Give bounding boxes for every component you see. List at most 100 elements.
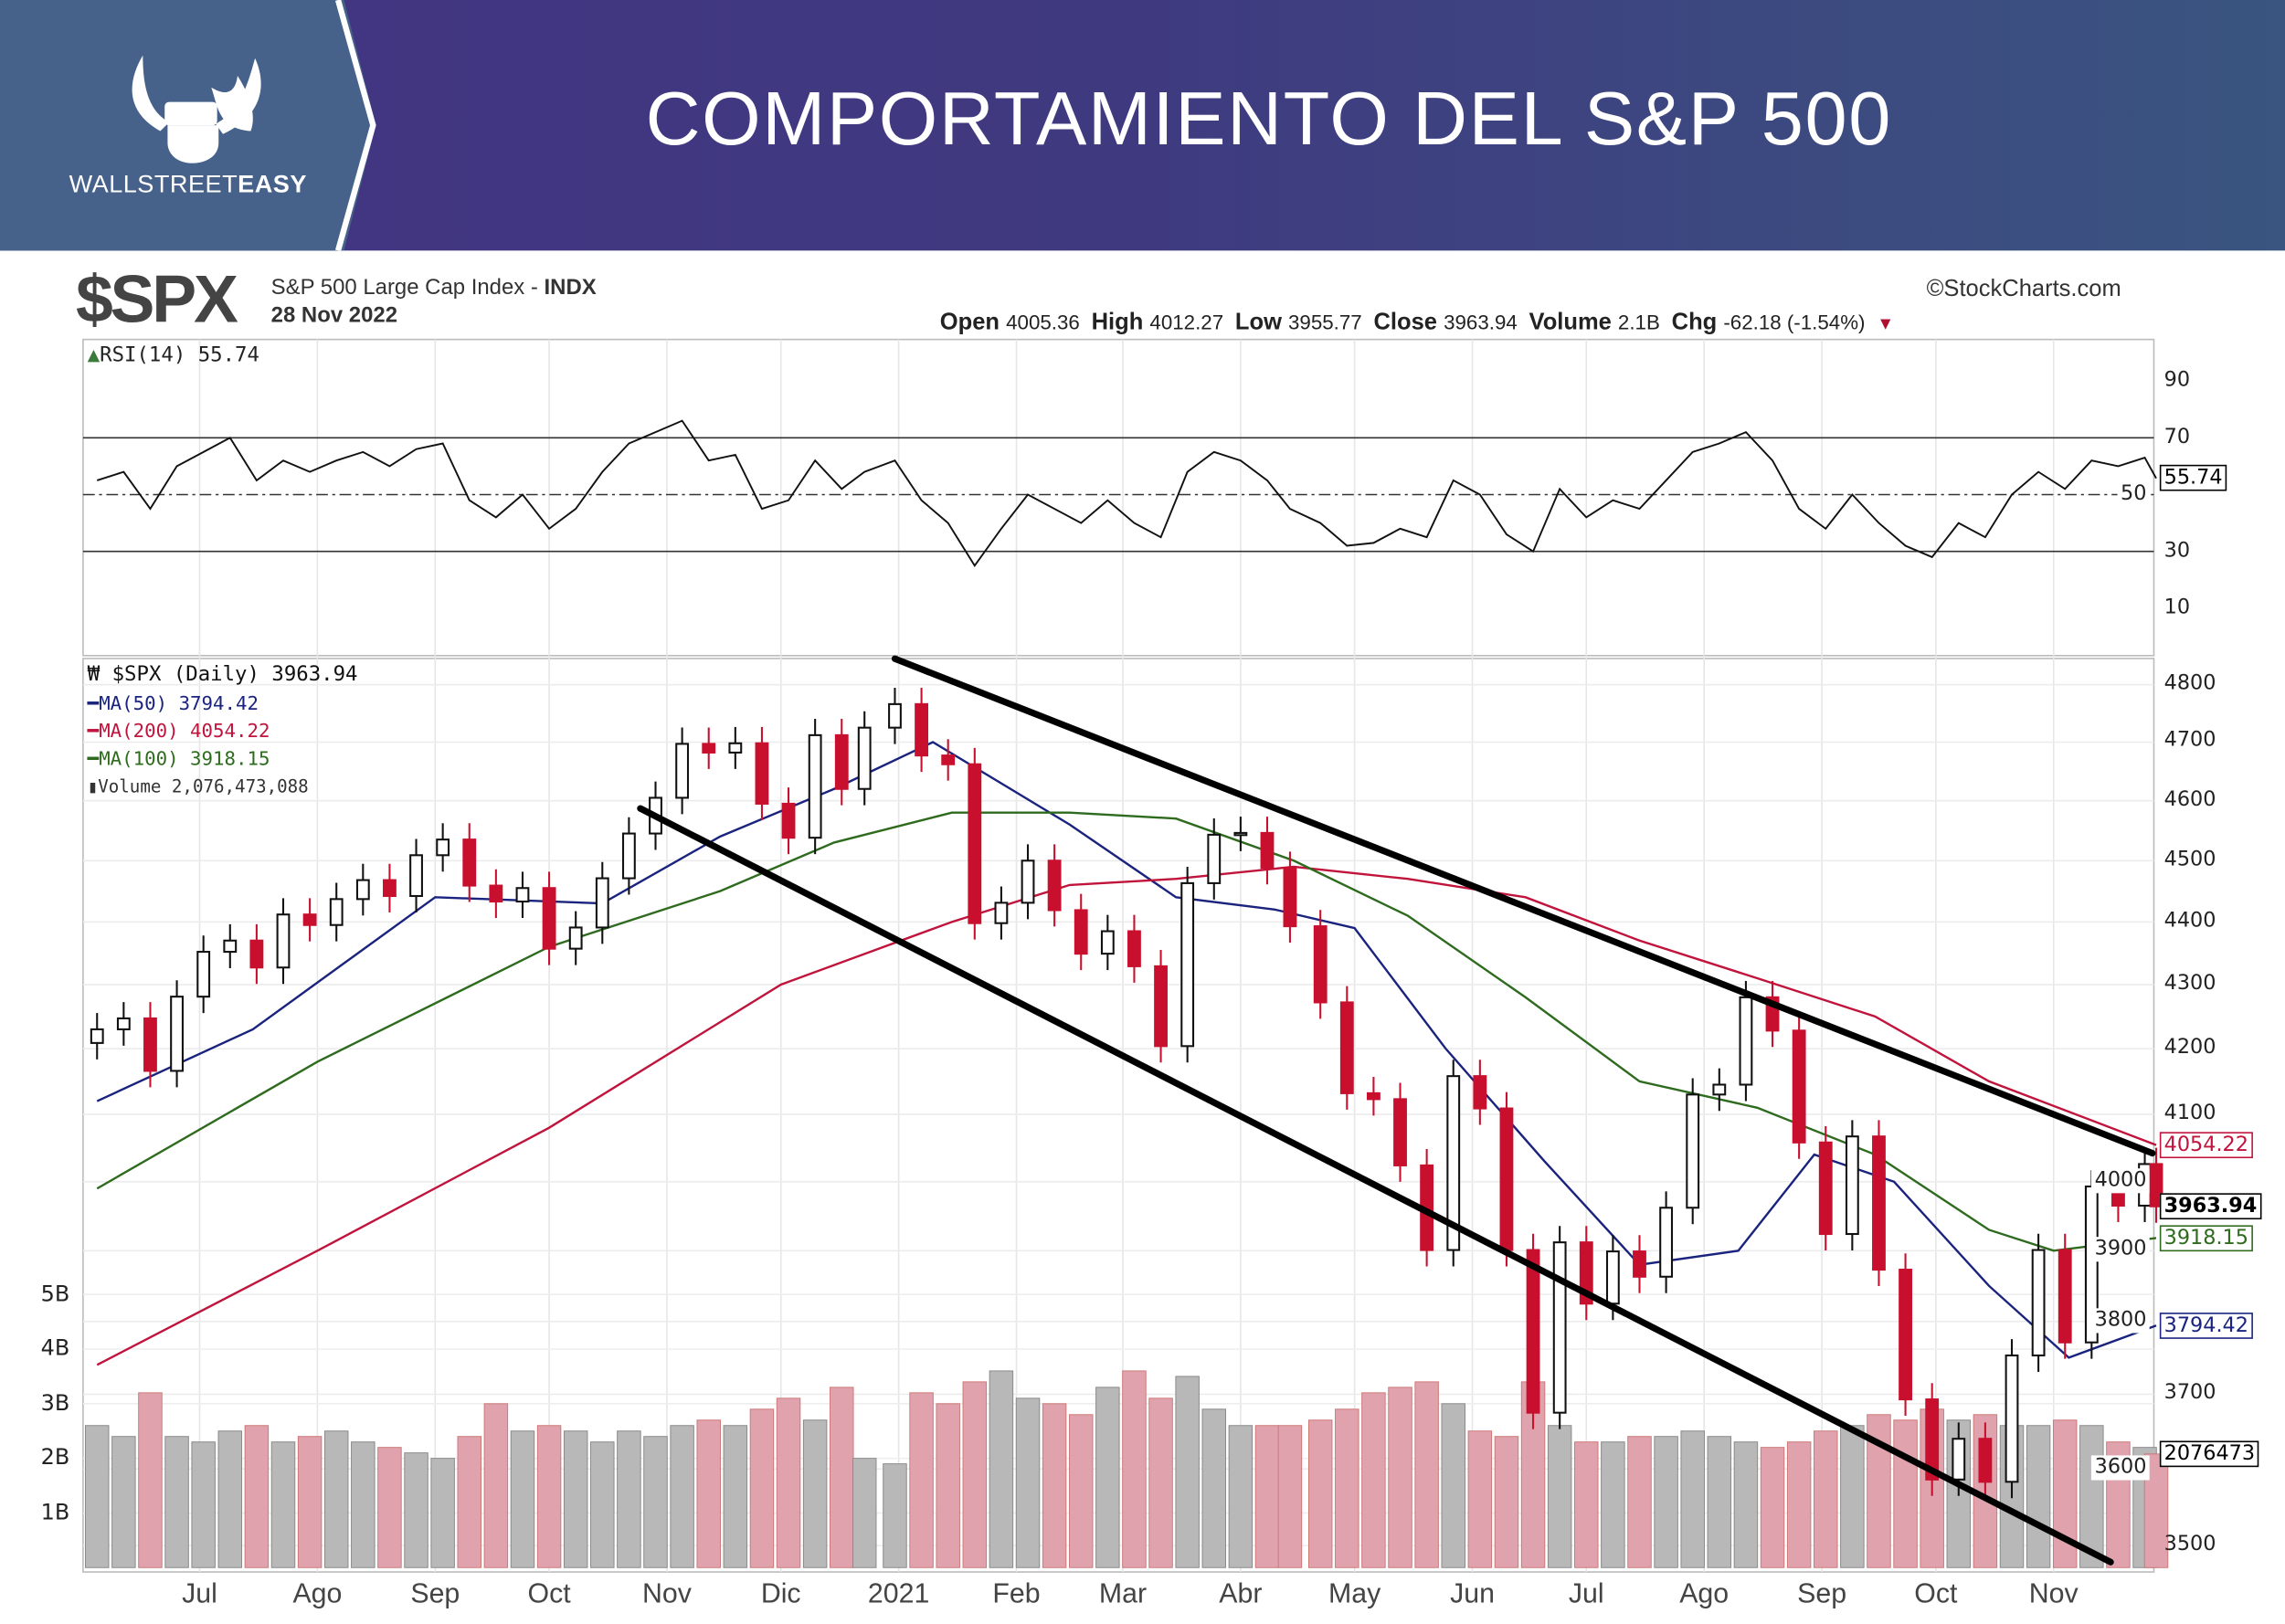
candle-body — [2058, 1249, 2072, 1344]
price-tick-label: 3500 — [2163, 1532, 2216, 1556]
candle-body — [1526, 1249, 1540, 1414]
volume-bar — [1627, 1436, 1652, 1568]
volume-bar — [2079, 1425, 2104, 1568]
ticker-symbol: $SPX — [75, 260, 238, 337]
candle-body — [968, 763, 982, 924]
candle-body — [1739, 996, 1753, 1086]
ma100-legend: ━MA(100) 3918.15 — [87, 748, 270, 771]
volume-bar — [1042, 1403, 1067, 1568]
candle-body — [249, 939, 264, 969]
candle-body — [1552, 1241, 1567, 1414]
volume-bar — [1814, 1430, 1838, 1568]
banner-title: COMPORTAMIENTO DEL S&P 500 — [645, 77, 1892, 163]
volume-bar — [1786, 1441, 1812, 1568]
month-label: Nov — [642, 1579, 692, 1610]
candle-body — [223, 939, 238, 954]
volume-bar — [1680, 1430, 1705, 1568]
price-tick-label: 3600 — [2091, 1455, 2150, 1481]
volume-bar — [590, 1441, 615, 1568]
price-tick-label: 3800 — [2091, 1308, 2150, 1334]
quote-value: 2.1B — [1617, 310, 1660, 334]
volume-bar — [802, 1419, 828, 1568]
candle-body — [1899, 1269, 1912, 1401]
volume-legend: ▮Volume 2,076,473,088 — [88, 775, 309, 800]
volume-bar — [1441, 1403, 1465, 1568]
candle-body — [1366, 1091, 1381, 1101]
ma50-value-tag: 3794.42 — [2159, 1312, 2253, 1339]
volume-bar — [1228, 1425, 1254, 1568]
volume-bar — [670, 1425, 694, 1568]
candle-body — [1473, 1075, 1487, 1110]
candle-body — [1818, 1141, 1833, 1236]
logo-text-bold: EASY — [238, 170, 307, 198]
volume-bar — [1095, 1387, 1120, 1568]
candle-body — [2005, 1354, 2019, 1483]
candle-body — [568, 926, 583, 950]
price-tick-label: 4500 — [2163, 847, 2216, 871]
volume-tick-label: 2B — [40, 1443, 70, 1471]
price-tick-label: 4100 — [2163, 1101, 2216, 1125]
volume-bar — [617, 1430, 641, 1568]
rsi-tick-label: 90 — [2163, 367, 2191, 392]
candle-body — [1154, 965, 1168, 1048]
volume-bar — [430, 1458, 455, 1568]
month-label: May — [1328, 1579, 1381, 1610]
down-arrow-icon: ▼ — [1877, 312, 1895, 334]
volume-bar — [830, 1387, 854, 1568]
candle-body — [515, 887, 530, 903]
volume-bar — [563, 1430, 588, 1568]
quote-label: Chg — [1671, 310, 1724, 335]
volume-tick-label: 5B — [40, 1280, 70, 1306]
volume-bar — [164, 1436, 189, 1568]
candle-body — [355, 879, 370, 901]
volume-bar — [536, 1425, 562, 1568]
quote-value: -62.18 (-1.54%) — [1723, 310, 1866, 334]
volume-bar — [1601, 1441, 1625, 1568]
month-label: Mar — [1098, 1579, 1148, 1610]
volume-bar — [1414, 1381, 1439, 1568]
rsi-legend: ▲RSI(14) 55.74 — [88, 343, 259, 368]
volume-bar — [1068, 1414, 1094, 1568]
volume-bar — [85, 1425, 110, 1568]
rsi-tick-label: 50 — [2117, 481, 2150, 507]
candle-body — [2031, 1249, 2046, 1357]
candle-body — [542, 887, 556, 950]
price-tick-label: 4200 — [2163, 1035, 2216, 1060]
month-label: Nov — [2028, 1579, 2079, 1610]
price-tick-label: 4800 — [2163, 671, 2216, 695]
logo-text-light: WALLSTREET — [69, 170, 238, 198]
volume-bar — [1494, 1436, 1519, 1568]
logo-wordmark: WALLSTREETEASY — [0, 171, 376, 200]
volume-bar — [643, 1436, 668, 1568]
candle-body — [170, 996, 184, 1072]
candle-body — [1952, 1438, 1966, 1481]
candle-body — [834, 733, 849, 790]
source-credit: ©StockCharts.com — [1926, 277, 2121, 302]
volume-bar — [989, 1370, 1014, 1568]
volume-bar — [1015, 1397, 1041, 1568]
volume-bar — [351, 1441, 376, 1568]
volume-bar — [1201, 1408, 1227, 1568]
month-label: Jul — [1568, 1579, 1604, 1610]
price-legend-text: $SPX (Daily) 3963.94 — [111, 662, 358, 687]
candle-body — [90, 1028, 104, 1044]
candle-body — [1233, 831, 1248, 837]
candle-body — [1127, 930, 1141, 967]
candle-body — [1659, 1207, 1674, 1278]
volume-bar — [1148, 1397, 1173, 1568]
quote-label: High — [1091, 310, 1150, 335]
ma50-legend: ━MA(50) 3794.42 — [87, 693, 259, 716]
candle-body — [383, 879, 397, 898]
volume-bar — [936, 1403, 960, 1568]
volume-bar — [1277, 1425, 1303, 1568]
candle-body — [1100, 930, 1115, 955]
candle-body — [1283, 867, 1297, 928]
chart-date: 28 Nov 2022 — [270, 302, 398, 328]
volume-legend-text: Volume 2,076,473,088 — [98, 776, 309, 797]
candle-body — [1047, 859, 1062, 912]
price-tick-label: 3700 — [2163, 1381, 2216, 1405]
month-label: Jun — [1450, 1579, 1495, 1610]
price-tick-label: 4400 — [2163, 908, 2216, 933]
volume-bar — [909, 1392, 934, 1568]
